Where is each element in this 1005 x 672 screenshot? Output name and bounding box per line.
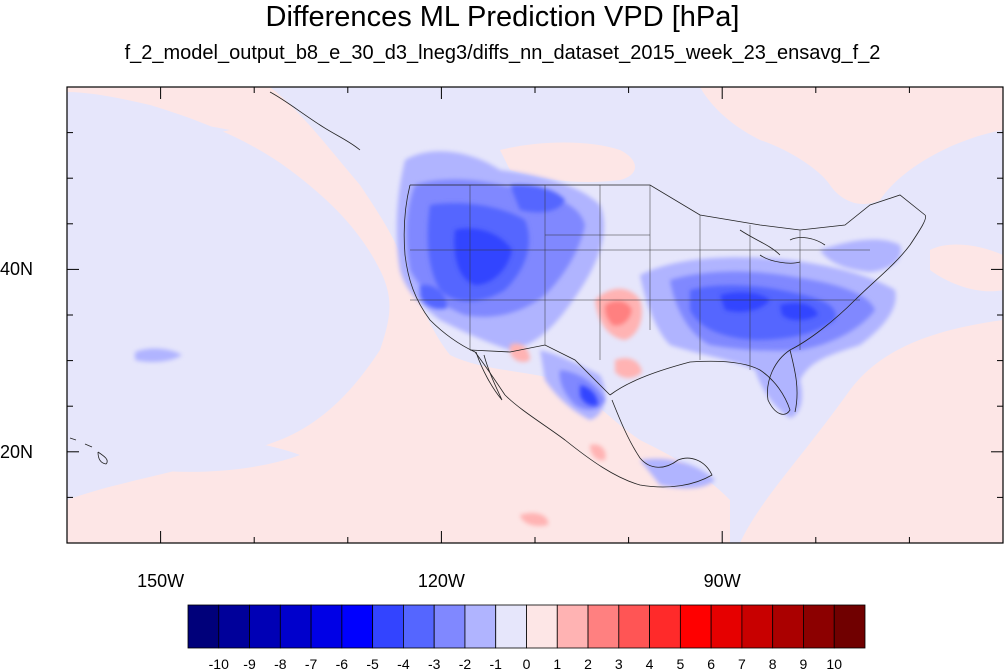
florida-peninsula xyxy=(789,349,798,413)
colorbar-tick-label: -1 xyxy=(489,656,502,672)
colorbar-tick-label: -8 xyxy=(274,656,287,672)
negative-anomaly-core-regions xyxy=(454,228,818,406)
colorbar-box xyxy=(556,604,589,649)
baja-peninsula xyxy=(475,351,503,401)
colorbar-box xyxy=(679,604,712,649)
colorbar-box xyxy=(279,604,312,649)
colorbar-box xyxy=(833,604,866,649)
colorbar-box xyxy=(403,604,435,649)
colorbar-box xyxy=(803,604,835,649)
colorbar-box xyxy=(433,604,466,649)
colorbar-tick-label: 3 xyxy=(614,656,623,672)
colorbar-tick-label: 1 xyxy=(553,656,562,672)
map-title: Differences ML Prediction VPD [hPa] xyxy=(265,1,740,33)
alaska-panhandle xyxy=(269,91,361,151)
hawaii-islands xyxy=(69,437,108,465)
colorbar-tick-label: -5 xyxy=(366,656,379,672)
mexico-coastline xyxy=(504,394,713,488)
colorbar-tick-label: -7 xyxy=(304,656,318,672)
colorbar-box xyxy=(187,604,220,649)
colorbar-tick-label: 7 xyxy=(738,656,746,672)
map-plot-area xyxy=(67,87,1003,543)
colorbar-tick-label: 0 xyxy=(522,656,531,672)
lat-label: 20N xyxy=(0,441,34,462)
colorbar-box xyxy=(464,604,497,649)
us-mexico-border xyxy=(469,344,611,396)
colorbar-box xyxy=(372,604,404,649)
colorbar-tick-label: 5 xyxy=(676,656,685,672)
map-subtitle: f_2_model_output_b8_e_30_d3_lneg3/diffs_… xyxy=(124,42,881,64)
lon-label: 120W xyxy=(417,571,465,591)
colorbar-box xyxy=(495,604,527,649)
colorbar-box xyxy=(618,604,650,649)
colorbar-box xyxy=(710,604,743,649)
colorbar-tick-label: 4 xyxy=(645,656,654,672)
colorbar-box xyxy=(249,604,281,649)
gulf-coastline xyxy=(609,214,927,415)
colorbar-tick-label: 8 xyxy=(768,656,777,672)
colorbar-box xyxy=(526,604,558,649)
colorbar-tick-label: 6 xyxy=(707,656,716,672)
west-coastline xyxy=(403,184,506,396)
lon-label: 90W xyxy=(703,571,741,591)
colorbar-tick-label: 10 xyxy=(826,656,842,672)
colorbar xyxy=(187,604,866,649)
colorbar-box xyxy=(587,604,620,649)
colorbar-box xyxy=(772,604,804,649)
colorbar-box xyxy=(649,604,681,649)
boundary-lines xyxy=(69,91,927,488)
colorbar-tick-label: 9 xyxy=(799,656,808,672)
colorbar-tick-label: -6 xyxy=(335,656,349,672)
colorbar-box xyxy=(310,604,343,649)
colorbar-tick-label: -9 xyxy=(243,656,256,672)
map-tick-marks xyxy=(66,86,1004,544)
positive-anomaly-regions xyxy=(510,288,642,526)
colorbar-tick-label: -2 xyxy=(458,656,472,672)
colorbar-box xyxy=(218,604,250,649)
colorbar-box xyxy=(341,604,374,649)
lon-label: 150W xyxy=(137,571,185,591)
lat-label: 40N xyxy=(0,259,34,280)
colorbar-tick-label: -10 xyxy=(208,656,229,672)
great-lakes xyxy=(739,229,826,264)
state-border-lines xyxy=(410,185,870,370)
colorbar-tick-label: 2 xyxy=(584,656,592,672)
colorbar-box xyxy=(741,604,774,649)
negative-anomaly-light-regions xyxy=(67,118,340,472)
colorbar-tick-label: -3 xyxy=(427,656,441,672)
colorbar-tick-label: -4 xyxy=(397,656,410,672)
positive-anomaly-light-regions xyxy=(67,87,1003,543)
